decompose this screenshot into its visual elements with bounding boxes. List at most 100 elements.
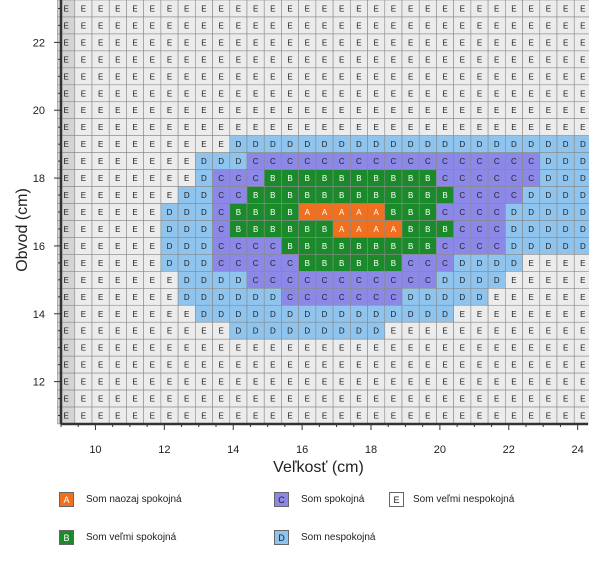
heatmap-cell-label: C [442, 242, 448, 251]
heatmap-cell-label: E [63, 174, 68, 183]
heatmap-cell-label: C [356, 293, 362, 302]
heatmap-cell-label: D [459, 140, 465, 149]
heatmap-cell-label: E [150, 140, 155, 149]
heatmap-cell-label: E [98, 208, 103, 217]
heatmap-cell-label: A [391, 225, 397, 234]
heatmap-cell-label: D [339, 140, 345, 149]
heatmap-cell-label: E [218, 55, 223, 64]
heatmap-cell-label: B [305, 242, 310, 251]
heatmap-cell-label: E [184, 412, 189, 421]
heatmap-cell-label: E [546, 21, 551, 30]
heatmap-cell-label: D [425, 310, 431, 319]
heatmap-cell-label: E [236, 123, 241, 132]
heatmap-cell-label: E [528, 361, 533, 370]
heatmap-cell-label: E [81, 21, 86, 30]
heatmap-cell-label: E [287, 361, 292, 370]
heatmap-cell-label: E [115, 344, 120, 353]
heatmap-cell-label: E [305, 106, 310, 115]
heatmap-cell-label: D [563, 157, 569, 166]
heatmap-cell-label: E [580, 55, 585, 64]
heatmap-cell-label: E [236, 4, 241, 13]
heatmap-cell-label: D [511, 140, 517, 149]
heatmap-cell-label: E [98, 140, 103, 149]
heatmap-cell-label: B [305, 174, 310, 183]
heatmap-cell-label: E [270, 361, 275, 370]
heatmap-cell-label: E [81, 38, 86, 47]
heatmap-cell-label: D [235, 157, 241, 166]
heatmap-cell-label: C [494, 157, 500, 166]
heatmap-cell-label: C [270, 157, 276, 166]
heatmap-cell-label: E [98, 259, 103, 268]
heatmap-cell-label: C [477, 157, 483, 166]
heatmap-cell-label: B [339, 191, 344, 200]
heatmap-cell-label: E [477, 55, 482, 64]
heatmap-cell-label: E [546, 412, 551, 421]
heatmap-cell-label: E [167, 21, 172, 30]
heatmap-cell-label: D [494, 259, 500, 268]
heatmap-cell-label: E [150, 259, 155, 268]
heatmap-cell-label: E [339, 38, 344, 47]
heatmap-cell-label: E [150, 191, 155, 200]
heatmap-cell-label: D [339, 327, 345, 336]
heatmap-cell-label: E [322, 361, 327, 370]
heatmap-cell-label: E [442, 4, 447, 13]
heatmap-cell-label: E [580, 276, 585, 285]
heatmap-cell-label: E [546, 276, 551, 285]
heatmap-cell-label: E [391, 327, 396, 336]
heatmap-cell-label: E [115, 140, 120, 149]
heatmap-cell-label: E [150, 157, 155, 166]
heatmap-cell-label: C [511, 191, 517, 200]
heatmap-cell-label: E [201, 327, 206, 336]
heatmap-cell-label: E [270, 55, 275, 64]
heatmap-cell-label: E [132, 327, 137, 336]
heatmap-cell-label: B [391, 259, 396, 268]
heatmap-cell-label: E [373, 4, 378, 13]
heatmap-cell-label: D [528, 140, 534, 149]
heatmap-cell-label: D [184, 242, 190, 251]
heatmap-cell-label: D [477, 140, 483, 149]
heatmap-cell-label: E [373, 72, 378, 81]
heatmap-cell-label: E [460, 123, 465, 132]
heatmap-cell-label: E [511, 412, 516, 421]
heatmap-cell-label: C [442, 208, 448, 217]
heatmap-cell-label: E [150, 174, 155, 183]
heatmap-cell-label: E [115, 259, 120, 268]
heatmap-cell-label: E [115, 89, 120, 98]
heatmap-cell-label: E [98, 21, 103, 30]
heatmap-cell-label: E [98, 106, 103, 115]
heatmap-cell-label: E [425, 38, 430, 47]
heatmap-cell-label: E [201, 21, 206, 30]
heatmap-cell-label: E [63, 242, 68, 251]
heatmap-cell-label: C [494, 208, 500, 217]
heatmap-cell-label: E [460, 21, 465, 30]
x-axis-title: Veľkosť (cm) [273, 459, 364, 476]
heatmap-cell-label: C [287, 259, 293, 268]
heatmap-cell-label: E [460, 55, 465, 64]
heatmap-cell-label: E [201, 123, 206, 132]
heatmap-cell-label: B [356, 259, 361, 268]
heatmap-cell-label: E [270, 123, 275, 132]
heatmap-cell-label: A [373, 208, 379, 217]
heatmap-cell-label: E [167, 412, 172, 421]
heatmap-cell-label: E [132, 72, 137, 81]
heatmap-cell-label: E [528, 123, 533, 132]
heatmap-cell-label: E [81, 123, 86, 132]
heatmap-cell-label: E [184, 378, 189, 387]
heatmap-cell-label: E [150, 378, 155, 387]
heatmap-cell-label: E [184, 140, 189, 149]
heatmap-cell-label: E [236, 361, 241, 370]
heatmap-cell-label: E [528, 72, 533, 81]
heatmap-cell-label: D [442, 293, 448, 302]
heatmap-cell-label: E [442, 106, 447, 115]
heatmap-cell-label: D [545, 191, 551, 200]
heatmap-cell-label: D [218, 310, 224, 319]
heatmap-cell-label: E [98, 157, 103, 166]
heatmap-cell-label: E [356, 21, 361, 30]
heatmap-cell-label: E [442, 21, 447, 30]
heatmap-cell-label: E [270, 21, 275, 30]
heatmap-cell-label: D [270, 310, 276, 319]
heatmap-cell-label: E [167, 89, 172, 98]
heatmap-cell-label: D [563, 174, 569, 183]
heatmap-cell-label: E [167, 55, 172, 64]
heatmap-cell-label: D [408, 310, 414, 319]
